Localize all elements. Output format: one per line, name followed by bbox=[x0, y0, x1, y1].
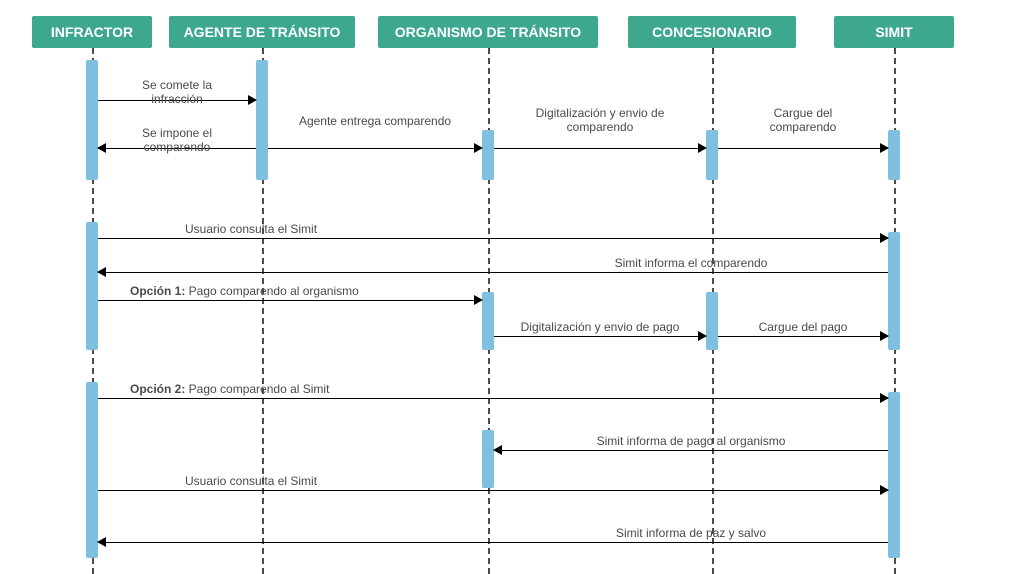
activation-concesionario-8 bbox=[706, 292, 718, 350]
arrow-head-8 bbox=[698, 331, 707, 341]
arrow-head-7 bbox=[474, 295, 483, 305]
message-label-8: Digitalización y envio de pago bbox=[521, 320, 680, 334]
activation-simit-10 bbox=[888, 392, 900, 558]
activation-concesionario-3 bbox=[706, 130, 718, 180]
message-label-1: Se impone elcomparendo bbox=[142, 126, 212, 154]
message-line-4 bbox=[718, 148, 888, 149]
arrow-head-1 bbox=[97, 143, 106, 153]
message-label-2: Agente entrega comparendo bbox=[299, 114, 451, 128]
message-label-10: Opción 2: Pago comparendo al Simit bbox=[130, 382, 329, 396]
message-label-13: Simit informa de paz y salvo bbox=[616, 526, 766, 540]
message-label-12: Usuario consulta el Simit bbox=[185, 474, 317, 488]
actor-header-concesionario: CONCESIONARIO bbox=[628, 16, 796, 48]
arrow-head-3 bbox=[698, 143, 707, 153]
message-label-9: Cargue del pago bbox=[759, 320, 848, 334]
message-line-9 bbox=[718, 336, 888, 337]
activation-simit-6 bbox=[888, 232, 900, 350]
message-line-2 bbox=[268, 148, 482, 149]
activation-organismo-7 bbox=[482, 292, 494, 350]
arrow-head-5 bbox=[880, 233, 889, 243]
arrow-head-12 bbox=[880, 485, 889, 495]
message-line-8 bbox=[494, 336, 706, 337]
arrow-head-0 bbox=[248, 95, 257, 105]
activation-organismo-11 bbox=[482, 430, 494, 488]
message-line-10 bbox=[98, 398, 888, 399]
activation-infractor-5 bbox=[86, 222, 98, 350]
activation-infractor-9 bbox=[86, 382, 98, 558]
activation-agente-1 bbox=[256, 60, 268, 180]
arrow-head-11 bbox=[493, 445, 502, 455]
arrow-head-10 bbox=[880, 393, 889, 403]
sequence-diagram: INFRACTOR AGENTE DE TRÁNSITO ORGANISMO DE … bbox=[0, 0, 1024, 574]
arrow-head-9 bbox=[880, 331, 889, 341]
message-line-6 bbox=[98, 272, 888, 273]
arrow-head-4 bbox=[880, 143, 889, 153]
message-label-11: Simit informa de pago al organismo bbox=[597, 434, 786, 448]
activation-infractor-0 bbox=[86, 60, 98, 180]
arrow-head-13 bbox=[97, 537, 106, 547]
message-label-6: Simit informa el comparendo bbox=[615, 256, 768, 270]
actor-header-infractor: INFRACTOR bbox=[32, 16, 152, 48]
message-label-3: Digitalización y envio decomparendo bbox=[536, 106, 665, 134]
message-label-5: Usuario consulta el Simit bbox=[185, 222, 317, 236]
arrow-head-6 bbox=[97, 267, 106, 277]
message-label-4: Cargue delcomparendo bbox=[770, 106, 837, 134]
message-line-7 bbox=[98, 300, 482, 301]
message-line-13 bbox=[98, 542, 888, 543]
activation-simit-4 bbox=[888, 130, 900, 180]
message-label-0: Se comete lainfracción bbox=[142, 78, 212, 106]
message-label-7: Opción 1: Pago comparendo al organismo bbox=[130, 284, 359, 298]
activation-organismo-2 bbox=[482, 130, 494, 180]
actor-header-organismo: ORGANISMO DE TRÁNSITO bbox=[378, 16, 598, 48]
actor-header-agente: AGENTE DE TRÁNSITO bbox=[169, 16, 355, 48]
actor-header-simit: SIMIT bbox=[834, 16, 954, 48]
message-line-12 bbox=[98, 490, 888, 491]
arrow-head-2 bbox=[474, 143, 483, 153]
message-line-5 bbox=[98, 238, 888, 239]
message-line-11 bbox=[494, 450, 888, 451]
message-line-3 bbox=[494, 148, 706, 149]
